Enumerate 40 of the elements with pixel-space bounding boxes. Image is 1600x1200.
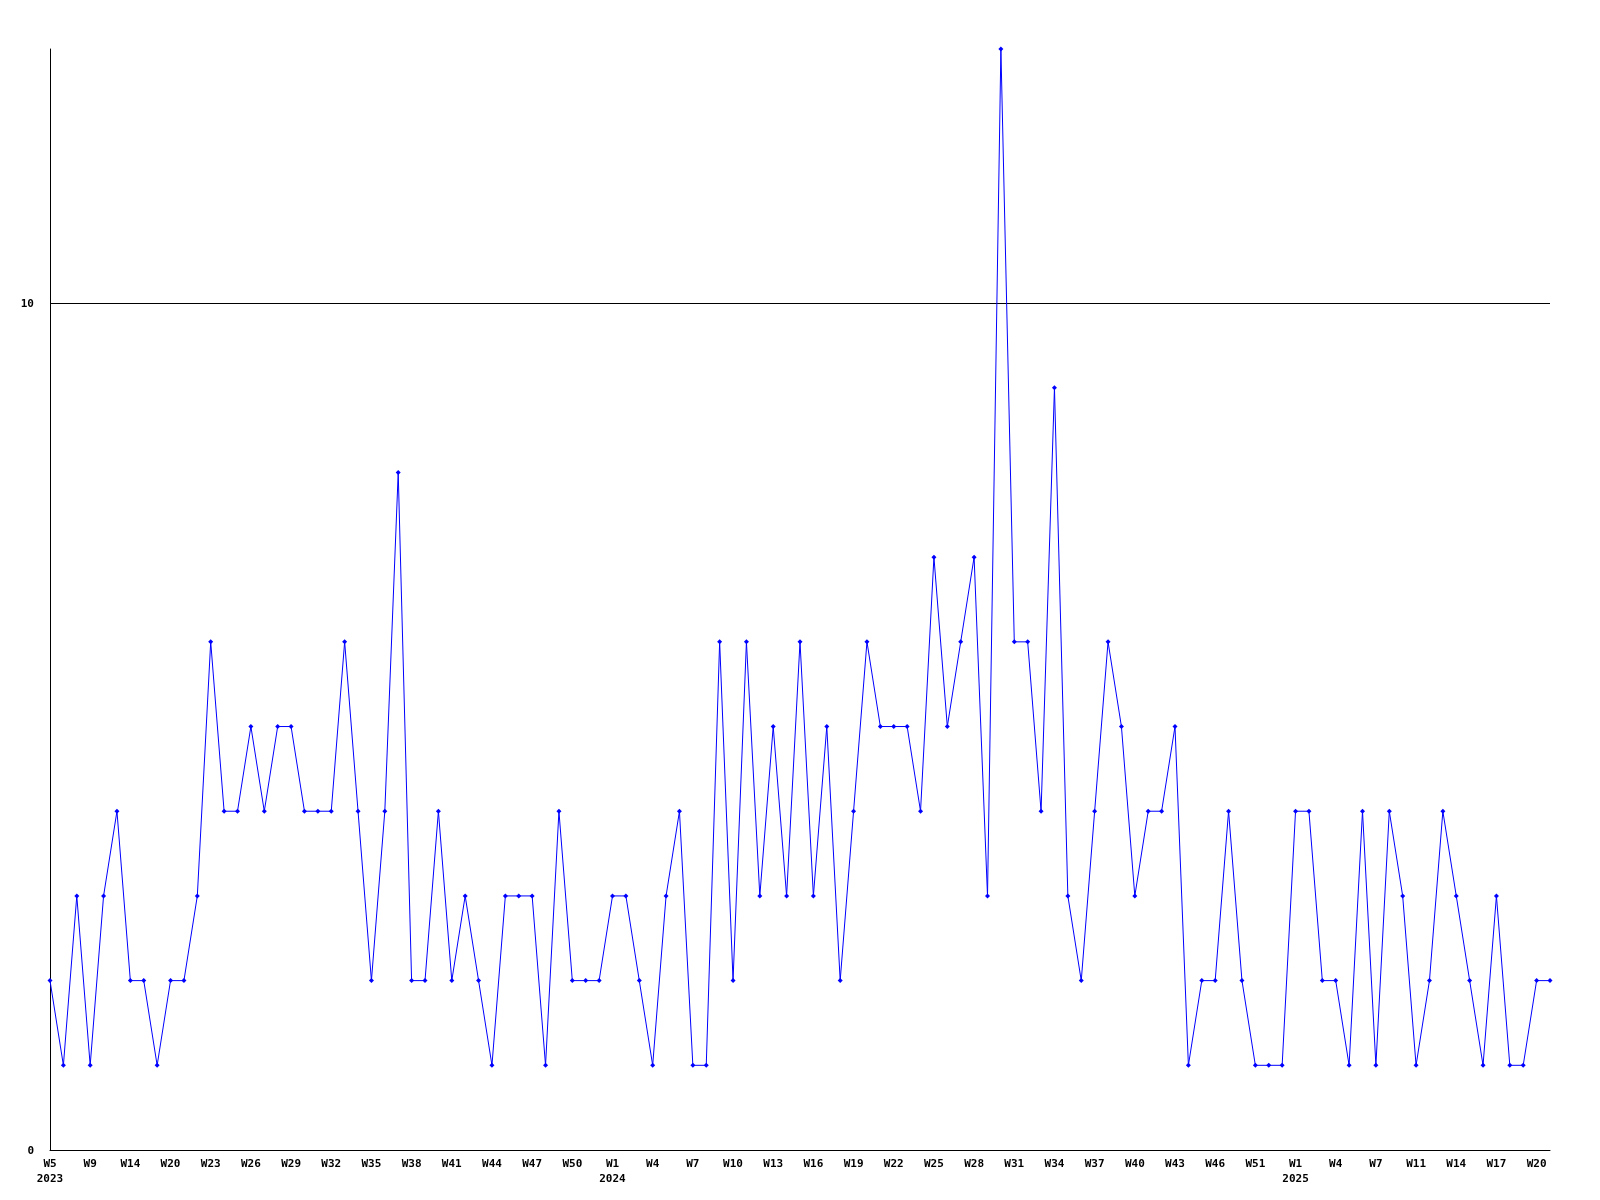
x-tick-label: W25 — [923, 1157, 944, 1170]
x-tick-label: W46 — [1205, 1157, 1226, 1170]
x-tick-label: W1 2024 — [599, 1157, 627, 1185]
x-tick-label: W7 — [686, 1157, 700, 1170]
x-tick-label: W16 — [803, 1157, 824, 1170]
x-tick-label: W11 — [1406, 1157, 1427, 1170]
x-tick-label: W38 — [401, 1157, 422, 1170]
x-tick-label: W32 — [321, 1157, 342, 1170]
x-tick-label: W9 — [83, 1157, 97, 1170]
x-tick-label: W10 — [723, 1157, 743, 1170]
x-tick-label: W29 — [281, 1157, 302, 1170]
x-tick-label: W14 — [120, 1157, 141, 1170]
x-tick-label: W4 — [646, 1157, 660, 1170]
x-tick-label: W41 — [441, 1157, 463, 1170]
x-tick-label: W37 — [1084, 1157, 1105, 1170]
x-tick-label: W20 — [160, 1157, 181, 1170]
x-tick-label: W26 — [240, 1157, 262, 1170]
y-tick-label: 0 — [27, 1143, 34, 1157]
x-tick-label: W22 — [883, 1157, 904, 1170]
x-tick-label: W31 — [1004, 1157, 1025, 1170]
x-tick-label: W44 — [482, 1157, 503, 1170]
x-tick-label: W23 — [200, 1157, 221, 1170]
x-tick-label: W20 — [1526, 1157, 1547, 1170]
y-tick-label: 10 — [20, 296, 34, 310]
x-tick-label: W4 — [1329, 1157, 1343, 1170]
x-tick-label: W47 — [522, 1157, 543, 1170]
x-tick-label: W5 2023 — [36, 1157, 64, 1185]
x-tick-label: W35 — [361, 1157, 382, 1170]
x-tick-label: W28 — [964, 1157, 985, 1170]
x-tick-label: W1 2025 — [1282, 1157, 1309, 1185]
x-tick-label: W43 — [1165, 1157, 1185, 1170]
x-tick-label: W19 — [843, 1157, 864, 1170]
x-tick-label: W7 — [1369, 1157, 1383, 1170]
x-tick-label: W40 — [1124, 1157, 1145, 1170]
x-tick-label: W17 — [1486, 1157, 1507, 1170]
x-tick-label: W51 — [1245, 1157, 1266, 1170]
x-tick-label: W34 — [1044, 1157, 1065, 1170]
x-tick-label: W50 — [562, 1157, 583, 1170]
x-tick-label: W13 — [763, 1157, 784, 1170]
x-tick-label: W14 — [1446, 1157, 1467, 1170]
